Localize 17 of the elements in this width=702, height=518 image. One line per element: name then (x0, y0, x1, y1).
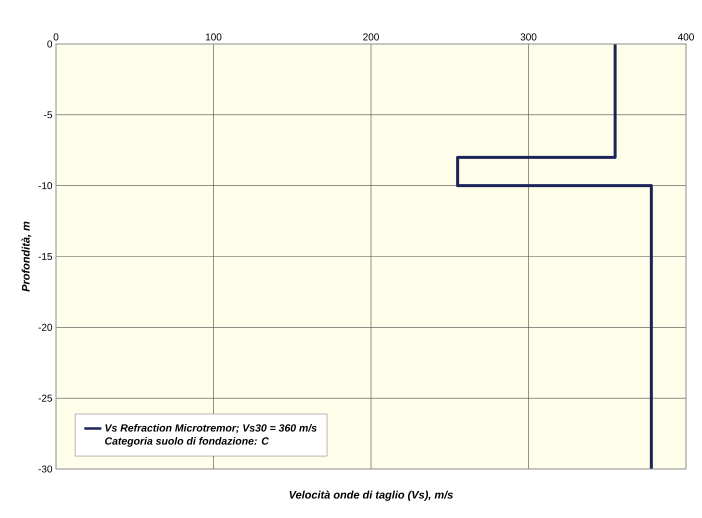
y-tick-label: -20 (38, 324, 52, 331)
y-tick-label: -5 (44, 111, 52, 118)
y-tick-label: -10 (38, 182, 52, 190)
x-tick-label: 100 (206, 33, 222, 40)
x-tick-label: 300 (520, 33, 536, 40)
x-tick-label: 400 (678, 33, 694, 40)
line-series (456, 44, 653, 469)
y-tick-label: 0 (47, 40, 52, 48)
y-tick-label: -25 (38, 394, 52, 402)
x-tick-label: 0 (54, 33, 58, 40)
x-axis-title: Velocità onde di taglio (Vs), m/s (290, 490, 453, 501)
annotation: Categoria suolo di fondazione: C (105, 437, 269, 447)
legend-label: Vs Refraction Microtremor; Vs30 = 360 m/s (105, 424, 317, 434)
x-tick-label: 200 (363, 33, 379, 40)
y-axis-title: Profondità, m (22, 222, 32, 292)
y-tick-label: -15 (38, 253, 52, 260)
y-tick-label: -30 (38, 465, 52, 473)
